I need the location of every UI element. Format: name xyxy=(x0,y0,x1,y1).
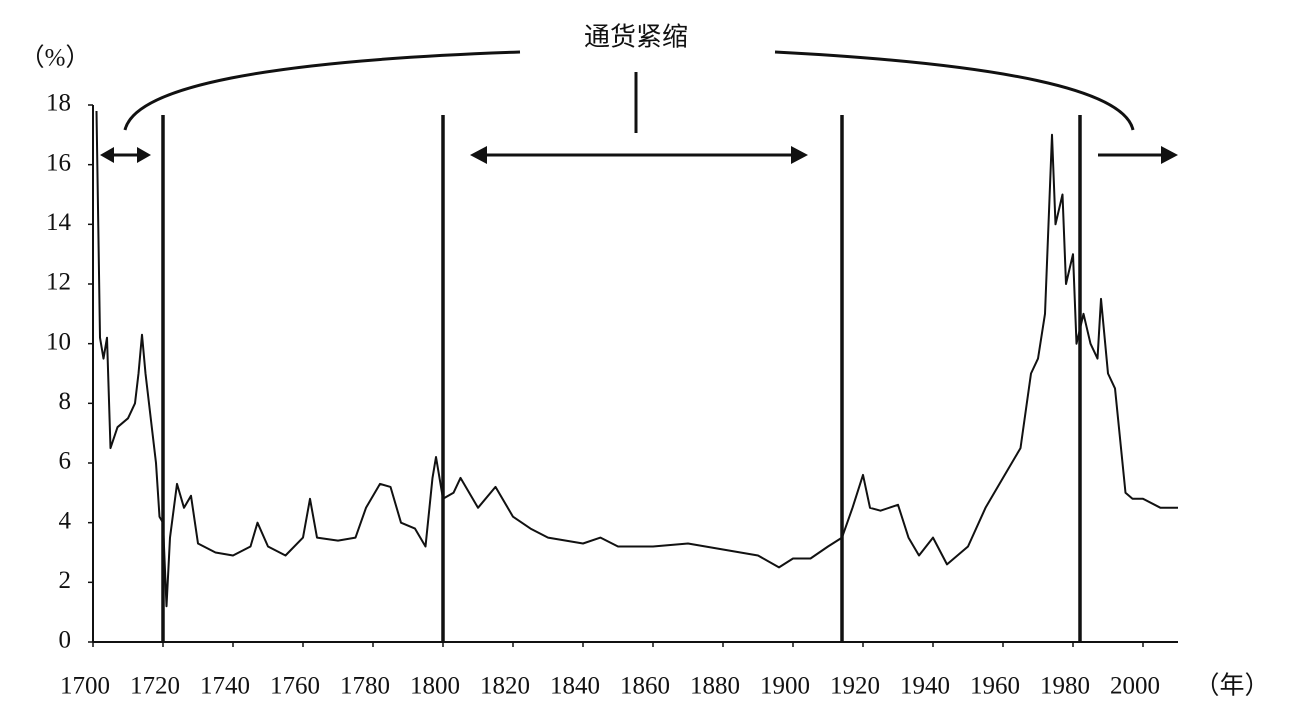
y-tick-label: 10 xyxy=(46,328,71,355)
x-tick-label: 1920 xyxy=(830,673,880,700)
x-tick-label: 1820 xyxy=(480,673,530,700)
x-tick-label: 1800 xyxy=(410,673,460,700)
brace-left xyxy=(123,50,521,131)
x-tick-label: 1700 xyxy=(60,673,110,700)
y-tick-label: 18 xyxy=(46,90,71,117)
x-tick-label: 1980 xyxy=(1040,673,1090,700)
x-tick-label: 1960 xyxy=(970,673,1020,700)
arrow-head xyxy=(1161,146,1178,164)
arrows xyxy=(100,146,1178,164)
x-tick-label: 1860 xyxy=(620,673,670,700)
y-tick-label: 0 xyxy=(59,627,72,654)
x-unit: （年） xyxy=(1194,672,1269,700)
x-tick-label: 2000 xyxy=(1110,673,1160,700)
arrow-head xyxy=(100,147,151,163)
x-tick-label: 1780 xyxy=(340,673,390,700)
x-tick-label: 1840 xyxy=(550,673,600,700)
y-tick-label: 16 xyxy=(46,149,71,176)
y-tick-label: 8 xyxy=(59,388,72,415)
y-tick-label: 12 xyxy=(46,269,71,296)
brace-right xyxy=(774,50,1135,131)
y-tick-label: 14 xyxy=(46,209,72,236)
y-unit: （%） xyxy=(20,44,91,72)
x-tick-label: 1940 xyxy=(900,673,950,700)
x-tick-label: 1760 xyxy=(270,673,320,700)
series-line xyxy=(95,110,1178,608)
annotation: 通货紧缩 xyxy=(584,23,688,53)
x-tick-label: 1740 xyxy=(200,673,250,700)
x-tick-label: 1880 xyxy=(690,673,740,700)
y-tick-label: 6 xyxy=(59,448,72,475)
x-tick-label: 1900 xyxy=(760,673,810,700)
brace xyxy=(123,50,1135,133)
x-tick-label: 1720 xyxy=(130,673,180,700)
y-tick-label: 4 xyxy=(59,507,72,534)
y-tick-label: 2 xyxy=(59,567,72,594)
